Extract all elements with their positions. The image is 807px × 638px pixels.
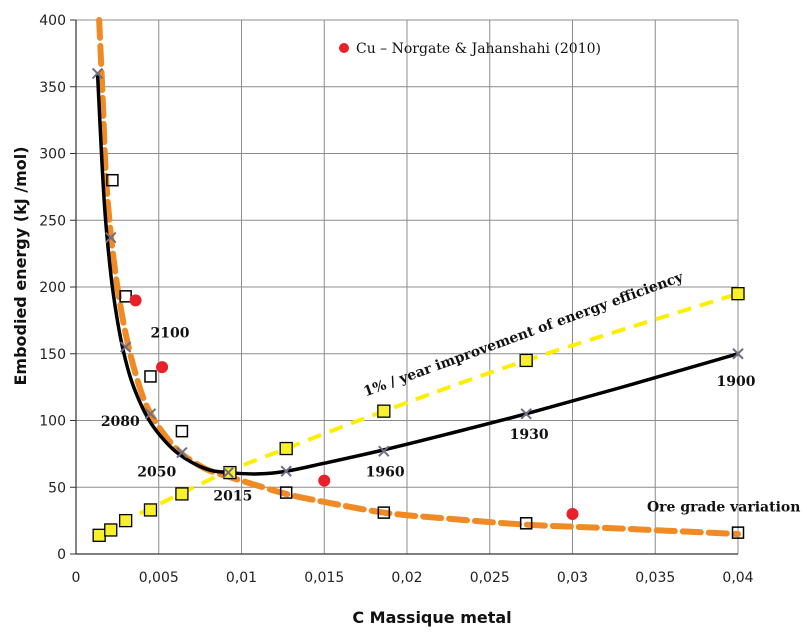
cross-stroke (176, 446, 188, 459)
y-tick-label: 400 (39, 13, 66, 29)
y-tick-label: 100 (39, 414, 66, 430)
open-square-marker (731, 526, 745, 539)
filled-square-marker (377, 404, 391, 418)
markers-layer (91, 67, 745, 542)
cross-marker (105, 231, 117, 244)
x-tick-label: 0,01 (226, 570, 257, 586)
grid (75, 19, 739, 555)
cross-stroke (280, 465, 292, 477)
annotation-label: 2100 (150, 326, 189, 342)
y-tick-label: 300 (39, 147, 66, 163)
open-square-marker (175, 424, 189, 438)
y-axis-title: Embodied energy (kJ /mol) (11, 146, 30, 385)
cross-stroke (732, 348, 744, 360)
x-tick-label: 0,005 (139, 570, 179, 586)
black-solid-line (95, 73, 739, 476)
filled-square-marker (143, 503, 158, 517)
y-tick-label: 50 (48, 480, 66, 496)
y-tick-label: 0 (57, 547, 66, 563)
open-square-marker (144, 370, 157, 383)
annotation-label: 2015 (213, 489, 252, 505)
cross-stroke (91, 67, 104, 80)
filled-square-marker (104, 523, 118, 537)
orange-dashed-line (96, 17, 741, 537)
series-layer (95, 17, 741, 538)
y-tick-label: 250 (39, 213, 66, 229)
x-tick-label: 0,025 (470, 570, 510, 586)
yellow-dashed-line (98, 291, 739, 538)
legend-marker (339, 43, 349, 53)
annotation-label: 2050 (137, 465, 176, 481)
cross-marker (378, 445, 390, 457)
x-tick-label: 0,02 (391, 570, 422, 586)
efficiency-label: 1% / year improvement of energy efficien… (362, 269, 687, 400)
filled-square-marker (119, 513, 133, 528)
open-square-marker (106, 173, 119, 187)
cross-stroke (520, 408, 532, 420)
x-tick-label: 0,015 (304, 570, 344, 586)
open-square-marker (279, 486, 293, 499)
cross-marker (280, 465, 292, 477)
filled-square-marker (175, 487, 189, 501)
cross-marker (222, 466, 234, 479)
cross-marker (144, 408, 157, 420)
annotation-label: Ore grade variation (647, 499, 800, 515)
y-tick-label: 150 (39, 347, 66, 363)
red-dot-marker (129, 294, 142, 307)
open-square-marker (519, 517, 533, 530)
x-tick-label: 0,03 (557, 570, 588, 586)
cross-stroke (378, 445, 390, 457)
filled-square-marker (279, 441, 293, 456)
cross-stroke (105, 231, 117, 244)
annotation-label: 2080 (101, 414, 140, 430)
x-tick-label: 0 (72, 570, 81, 586)
annotation-label: 1960 (366, 465, 405, 481)
filled-square-marker (92, 528, 106, 542)
axes: 0 0,005 0,01 0,015 0,02 0,025 0,03 0,035 0,04 0 50… (39, 13, 753, 586)
open-square-marker (377, 506, 391, 519)
cross-marker (732, 348, 744, 360)
cross-marker (91, 67, 104, 80)
x-tick-label: 0,035 (635, 570, 675, 586)
x-axis-title: C Massique metal (352, 608, 511, 627)
cross-stroke (144, 408, 157, 420)
cross-marker (176, 446, 188, 459)
x-tick-label: 0,04 (722, 570, 753, 586)
filled-square-marker (731, 287, 745, 301)
annotations-layer: 2100 2080 2050 2015 1960 1930 1900 Ore grade va… (101, 269, 801, 515)
cross-marker (520, 408, 532, 420)
cross-stroke (119, 341, 132, 353)
cross-stroke (222, 466, 234, 479)
legend-label: Cu – Norgate & Jahanshahi (2010) (356, 41, 601, 57)
y-tick-label: 200 (39, 280, 66, 296)
cross-marker (119, 341, 132, 353)
red-dot-marker (156, 361, 169, 374)
annotation-label: 1900 (716, 374, 755, 390)
annotation-label: 1930 (510, 427, 549, 443)
y-tick-label: 350 (39, 80, 66, 96)
red-dot-marker (318, 474, 331, 487)
red-dot-marker (566, 507, 579, 520)
filled-square-marker (223, 465, 237, 480)
filled-square-marker (519, 353, 533, 368)
